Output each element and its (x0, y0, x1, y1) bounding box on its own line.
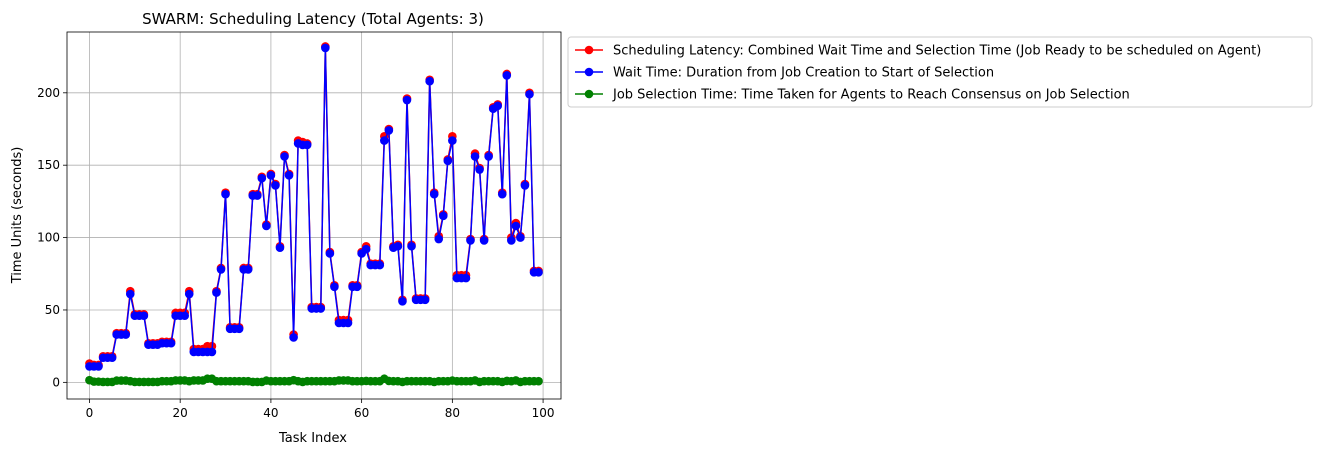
data-point (384, 126, 394, 135)
x-tick-label: 100 (532, 406, 555, 420)
data-point (516, 233, 525, 242)
legend-swatch-marker (584, 45, 594, 55)
y-tick-label: 150 (37, 158, 60, 172)
series-1 (85, 43, 543, 371)
data-point (479, 236, 489, 245)
data-point (343, 318, 353, 328)
data-point (393, 241, 403, 251)
data-point (443, 156, 453, 166)
legend-entry-label: Scheduling Latency: Combined Wait Time a… (613, 44, 1261, 59)
y-tick-label: 100 (37, 231, 60, 245)
legend: Scheduling Latency: Combined Wait Time a… (567, 36, 1313, 108)
data-point (475, 165, 484, 174)
data-point (448, 136, 457, 145)
data-point (125, 289, 135, 299)
data-point (212, 288, 221, 297)
data-point (402, 95, 412, 105)
data-point (429, 189, 439, 199)
data-point (352, 282, 362, 292)
series-line (89, 47, 539, 368)
chart-title: SWARM: Scheduling Latency (Total Agents:… (142, 10, 484, 28)
data-point (284, 171, 294, 180)
data-point (94, 362, 103, 371)
data-point (525, 89, 534, 99)
data-point (243, 265, 253, 274)
data-point (497, 189, 507, 199)
data-point (252, 191, 262, 200)
x-axis-label: Task Index (278, 431, 347, 446)
data-point (434, 234, 444, 244)
legend-swatch-marker (584, 67, 594, 77)
data-point (466, 236, 475, 245)
data-point (407, 241, 416, 251)
x-tick-label: 20 (173, 406, 188, 420)
data-point (507, 236, 516, 245)
legend-entry-label: Job Selection Time: Time Taken for Agent… (612, 88, 1130, 103)
data-point (502, 71, 512, 80)
data-point (234, 324, 244, 334)
data-point (534, 268, 543, 277)
x-tick-label: 60 (354, 406, 369, 420)
y-axis-label: Time Units (seconds) (10, 147, 25, 285)
data-point (420, 295, 430, 305)
grid (67, 32, 561, 399)
data-point (166, 338, 176, 348)
data-point (520, 181, 530, 190)
data-point (289, 333, 298, 342)
data-point (316, 304, 326, 313)
data-point (184, 289, 194, 299)
axis-ticks: 0 20 40 60 80 100 0 50 100 150 200 (37, 86, 554, 420)
data-point (330, 282, 339, 292)
x-tick-label: 80 (445, 406, 460, 420)
legend-box (567, 36, 1313, 108)
data-point (257, 173, 267, 183)
series-2 (85, 374, 543, 387)
data-point (484, 152, 493, 161)
data-point (302, 140, 312, 150)
data-point (121, 330, 131, 339)
data-point (262, 221, 271, 231)
data-point (139, 311, 149, 321)
data-point (470, 152, 480, 161)
data-point (280, 152, 289, 161)
data-point (321, 43, 330, 53)
plot-frame (66, 31, 562, 400)
data-point (266, 171, 276, 180)
legend-entry-label: Wait Time: Duration from Job Creation to… (613, 66, 994, 81)
legend-swatch-marker (584, 89, 594, 99)
x-tick-label: 40 (263, 406, 278, 420)
data-point (107, 353, 117, 363)
x-tick-label: 0 (86, 406, 94, 420)
data-point (375, 260, 385, 270)
series-0 (85, 42, 543, 370)
data-point (380, 136, 389, 145)
data-point (361, 244, 371, 254)
data-point (325, 249, 335, 258)
data-point (511, 221, 521, 231)
data-point (207, 347, 217, 357)
data-point (438, 211, 448, 221)
data-point (534, 376, 543, 386)
data-point (425, 76, 434, 86)
data-point (398, 296, 407, 306)
data-point (216, 265, 226, 274)
data-point (493, 101, 503, 111)
data-point (180, 311, 190, 321)
data-point (275, 243, 285, 253)
y-tick-label: 50 (45, 303, 60, 317)
series-line (89, 45, 539, 366)
series-group (85, 42, 543, 387)
data-point (221, 189, 230, 199)
data-point (461, 273, 471, 283)
y-tick-label: 0 (52, 375, 60, 389)
data-point (271, 181, 280, 190)
y-tick-label: 200 (37, 86, 60, 100)
